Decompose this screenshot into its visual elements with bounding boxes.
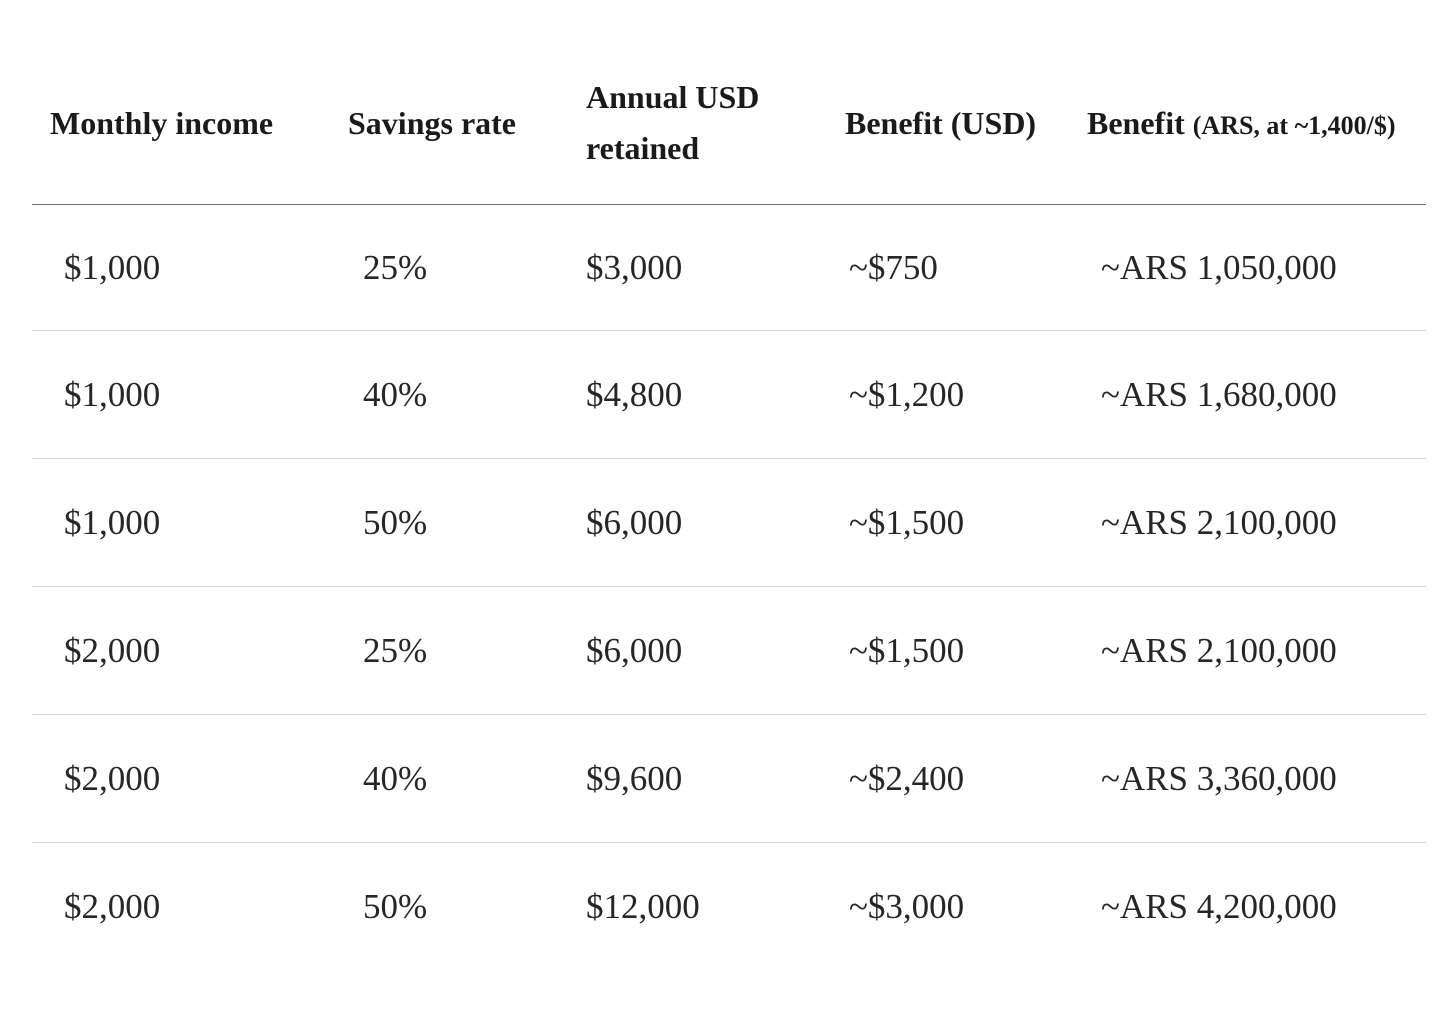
- cell-benefit-usd: ~$1,500: [849, 502, 965, 542]
- header-monthly-income: Monthly income: [50, 105, 274, 141]
- cell-benefit-usd: ~$750: [849, 247, 938, 287]
- table-row: $1,000 25% $3,000 ~$750 ~ARS 1,050,000: [32, 205, 1426, 331]
- header-benefit-ars-note: (ARS, at ~1,400/$): [1192, 111, 1396, 140]
- cell-annual-usd-retained: $9,600: [586, 758, 683, 798]
- header-benefit-ars: Benefit (ARS, at ~1,400/$): [1087, 98, 1395, 151]
- cell-monthly-income: $2,000: [64, 630, 161, 670]
- cell-benefit-usd: ~$1,200: [849, 374, 965, 414]
- cell-benefit-ars: ~ARS 2,100,000: [1101, 630, 1337, 670]
- savings-benefit-table: Monthly income Savings rate Annual USD r…: [32, 60, 1426, 970]
- header-savings-rate: Savings rate: [348, 105, 516, 141]
- table-header-row: Monthly income Savings rate Annual USD r…: [32, 60, 1426, 205]
- cell-savings-rate: 25%: [363, 247, 428, 287]
- cell-monthly-income: $1,000: [64, 247, 161, 287]
- header-annual-usd-retained: Annual USD retained: [586, 72, 759, 174]
- cell-savings-rate: 50%: [363, 886, 428, 926]
- cell-savings-rate: 25%: [363, 630, 428, 670]
- cell-savings-rate: 40%: [363, 374, 428, 414]
- table-row: $1,000 50% $6,000 ~$1,500 ~ARS 2,100,000: [32, 459, 1426, 587]
- cell-benefit-ars: ~ARS 2,100,000: [1101, 502, 1337, 542]
- cell-monthly-income: $1,000: [64, 374, 161, 414]
- cell-monthly-income: $2,000: [64, 886, 161, 926]
- cell-benefit-usd: ~$3,000: [849, 886, 965, 926]
- table-row: $1,000 40% $4,800 ~$1,200 ~ARS 1,680,000: [32, 331, 1426, 459]
- cell-savings-rate: 40%: [363, 758, 428, 798]
- cell-annual-usd-retained: $4,800: [586, 374, 683, 414]
- cell-annual-usd-retained: $3,000: [586, 247, 683, 287]
- table-row: $2,000 40% $9,600 ~$2,400 ~ARS 3,360,000: [32, 715, 1426, 843]
- cell-benefit-usd: ~$2,400: [849, 758, 965, 798]
- table-row: $2,000 25% $6,000 ~$1,500 ~ARS 2,100,000: [32, 587, 1426, 715]
- cell-benefit-ars: ~ARS 4,200,000: [1101, 886, 1337, 926]
- cell-benefit-ars: ~ARS 3,360,000: [1101, 758, 1337, 798]
- cell-annual-usd-retained: $6,000: [586, 502, 683, 542]
- table-row: $2,000 50% $12,000 ~$3,000 ~ARS 4,200,00…: [32, 843, 1426, 970]
- cell-benefit-ars: ~ARS 1,050,000: [1101, 247, 1337, 287]
- header-benefit-usd: Benefit (USD): [845, 105, 1037, 141]
- cell-savings-rate: 50%: [363, 502, 428, 542]
- cell-benefit-ars: ~ARS 1,680,000: [1101, 374, 1337, 414]
- header-annual-line-2: retained: [586, 130, 700, 166]
- header-annual-line-1: Annual USD: [586, 79, 760, 115]
- cell-annual-usd-retained: $12,000: [586, 886, 700, 926]
- cell-monthly-income: $1,000: [64, 502, 161, 542]
- cell-benefit-usd: ~$1,500: [849, 630, 965, 670]
- header-benefit-ars-main: Benefit: [1087, 105, 1193, 141]
- cell-annual-usd-retained: $6,000: [586, 630, 683, 670]
- cell-monthly-income: $2,000: [64, 758, 161, 798]
